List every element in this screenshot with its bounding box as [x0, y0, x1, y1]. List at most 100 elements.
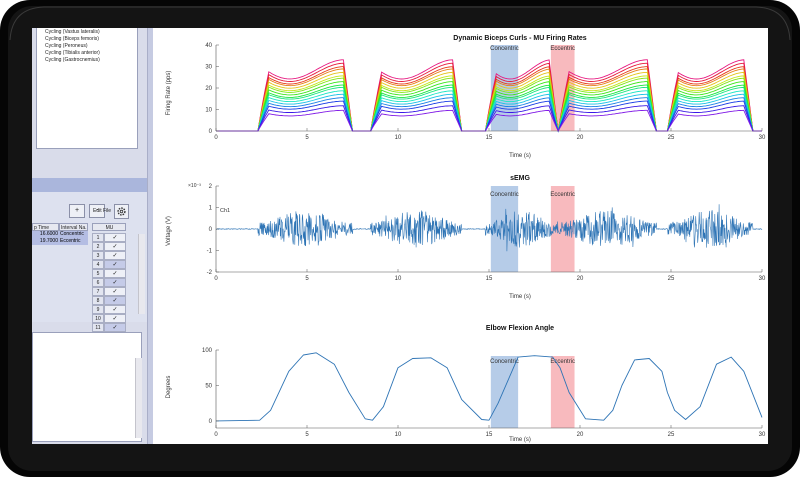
mu-row-number: 4 — [92, 260, 104, 269]
mu-row-number: 5 — [92, 269, 104, 278]
series-layer — [216, 59, 762, 133]
y-tick-label: -2 — [207, 270, 213, 276]
table-cell[interactable]: Concentric — [59, 231, 88, 238]
interval-controls: + - Edit File p Time Interval Na... 16.6… — [32, 192, 147, 332]
log-scrollbar[interactable] — [135, 358, 142, 438]
list-item[interactable]: Cycling (Gastrocnemius) — [45, 57, 100, 63]
left-panel: Cycling (Vastus lateralis) Cycling (Bice… — [32, 28, 147, 444]
column-header-mu[interactable]: MU — [92, 223, 126, 231]
semg-chart: Concentric Eccentric 0 5 10 15 20 25 30-2-1012 … — [166, 175, 766, 300]
mu-checkbox[interactable]: ✓ — [104, 296, 126, 305]
concentric-label: Concentric — [490, 359, 519, 365]
x-tick-label: 25 — [668, 276, 675, 282]
log-panel[interactable] — [32, 332, 142, 442]
chart-title: Elbow Flexion Angle — [486, 325, 554, 332]
app-screen: Cycling (Vastus lateralis) Cycling (Bice… — [32, 28, 768, 444]
x-tick-label: 0 — [214, 276, 218, 282]
eccentric-label: Eccentric — [550, 46, 575, 52]
x-tick-label: 25 — [668, 135, 675, 141]
mu-row-number: 9 — [92, 305, 104, 314]
column-header-interval-name[interactable]: Interval Na... — [59, 223, 88, 231]
axis-scale-label: ×10⁻³ — [188, 183, 201, 189]
mu-row-number: 3 — [92, 251, 104, 260]
add-interval-button[interactable]: + — [69, 204, 85, 218]
y-tick-label: 2 — [209, 184, 213, 190]
x-tick-label: 20 — [577, 432, 584, 438]
mu-row-number: 8 — [92, 296, 104, 305]
y-tick-label: 20 — [205, 86, 212, 92]
dataset-list[interactable]: Cycling (Vastus lateralis) Cycling (Bice… — [36, 28, 138, 149]
y-axis-label: Firing Rate (pps) — [166, 71, 172, 116]
x-tick-label: 30 — [759, 432, 766, 438]
mu-firing-series — [216, 109, 762, 132]
x-tick-label: 10 — [395, 135, 402, 141]
y-tick-label: 30 — [205, 65, 212, 71]
column-header-time[interactable]: p Time — [32, 223, 59, 231]
angle-series-line — [215, 352, 763, 422]
eccentric-label: Eccentric — [550, 359, 575, 365]
mu-checkbox[interactable]: ✓ — [104, 233, 126, 242]
mu-checkbox[interactable]: ✓ — [104, 305, 126, 314]
y-axis-label: Degrees — [166, 376, 172, 399]
mu-checkbox[interactable]: ✓ — [104, 287, 126, 296]
y-tick-label: 0 — [209, 227, 213, 233]
remove-interval-button[interactable]: - — [89, 204, 105, 218]
edit-file-label: Edit File — [93, 208, 112, 214]
y-tick-label: 50 — [205, 383, 212, 389]
x-tick-label: 15 — [486, 432, 493, 438]
panel-splitter[interactable] — [147, 28, 153, 444]
x-tick-label: 5 — [305, 432, 309, 438]
mu-checkbox[interactable]: ✓ — [104, 251, 126, 260]
table-cell[interactable]: 16.6000 — [32, 231, 59, 238]
y-tick-label: -1 — [207, 249, 213, 255]
x-tick-label: 0 — [214, 432, 218, 438]
table-cell[interactable]: 19.7000 — [32, 238, 59, 245]
x-axis-label: Time (s) — [509, 437, 531, 443]
mu-checkbox[interactable]: ✓ — [104, 314, 126, 323]
x-tick-label: 15 — [486, 135, 493, 141]
mu-checkbox[interactable]: ✓ — [104, 278, 126, 287]
list-item[interactable]: Cycling (Biceps femoris) — [45, 36, 99, 42]
y-tick-label: 100 — [202, 348, 213, 354]
x-tick-label: 15 — [486, 276, 493, 282]
interval-toolbar — [32, 178, 147, 192]
axes-layer: 0 5 10 15 20 25 30 0 10 20 30 40 — [205, 43, 766, 141]
gear-button[interactable] — [114, 204, 129, 219]
x-tick-label: 10 — [395, 276, 402, 282]
eccentric-interval-band — [550, 186, 575, 272]
mu-checkbox[interactable]: ✓ — [104, 323, 126, 332]
axes-layer: 0 5 10 15 20 25 30 -2 -1 0 1 2 — [207, 184, 766, 282]
concentric-label: Concentric — [490, 46, 519, 52]
list-item[interactable]: Cycling (Tibialis anterior) — [45, 50, 100, 56]
mu-firing-series — [216, 105, 762, 133]
mu-checkbox[interactable]: ✓ — [104, 269, 126, 278]
x-tick-label: 20 — [577, 276, 584, 282]
y-tick-label: 0 — [209, 129, 213, 135]
mu-scrollbar[interactable] — [138, 234, 145, 314]
concentric-label: Concentric — [490, 192, 519, 198]
chart-title: Dynamic Biceps Curls - MU Firing Rates — [453, 35, 587, 42]
series-layer — [215, 204, 763, 252]
y-axis-label: Voltage (V) — [166, 216, 172, 246]
list-item[interactable]: Cycling (Peroneus) — [45, 43, 88, 49]
x-tick-label: 5 — [305, 135, 309, 141]
x-tick-label: 30 — [759, 135, 766, 141]
eccentric-interval-band — [550, 45, 575, 131]
mu-checkbox[interactable]: ✓ — [104, 260, 126, 269]
eccentric-label: Eccentric — [550, 192, 575, 198]
x-tick-label: 25 — [668, 432, 675, 438]
mu-firing-series — [216, 100, 762, 133]
list-item[interactable]: Cycling (Vastus lateralis) — [45, 29, 100, 35]
y-tick-label: 0 — [209, 419, 213, 425]
chart-title: sEMG — [510, 175, 530, 182]
axes-layer: 0 5 10 15 20 25 30 0 50 100 — [202, 348, 766, 438]
x-tick-label: 5 — [305, 276, 309, 282]
x-tick-label: 20 — [577, 135, 584, 141]
table-cell[interactable]: Eccentric — [59, 238, 88, 245]
mu-row-number: 10 — [92, 314, 104, 323]
x-axis-label: Time (s) — [509, 153, 531, 159]
mu-checkbox[interactable]: ✓ — [104, 242, 126, 251]
mu-row-number: 11 — [92, 323, 104, 332]
eccentric-interval-band — [550, 356, 575, 428]
elbow-angle-chart: Concentric Eccentric 0 5 10 15 20 25 30 0 50 100 E… — [166, 325, 766, 443]
